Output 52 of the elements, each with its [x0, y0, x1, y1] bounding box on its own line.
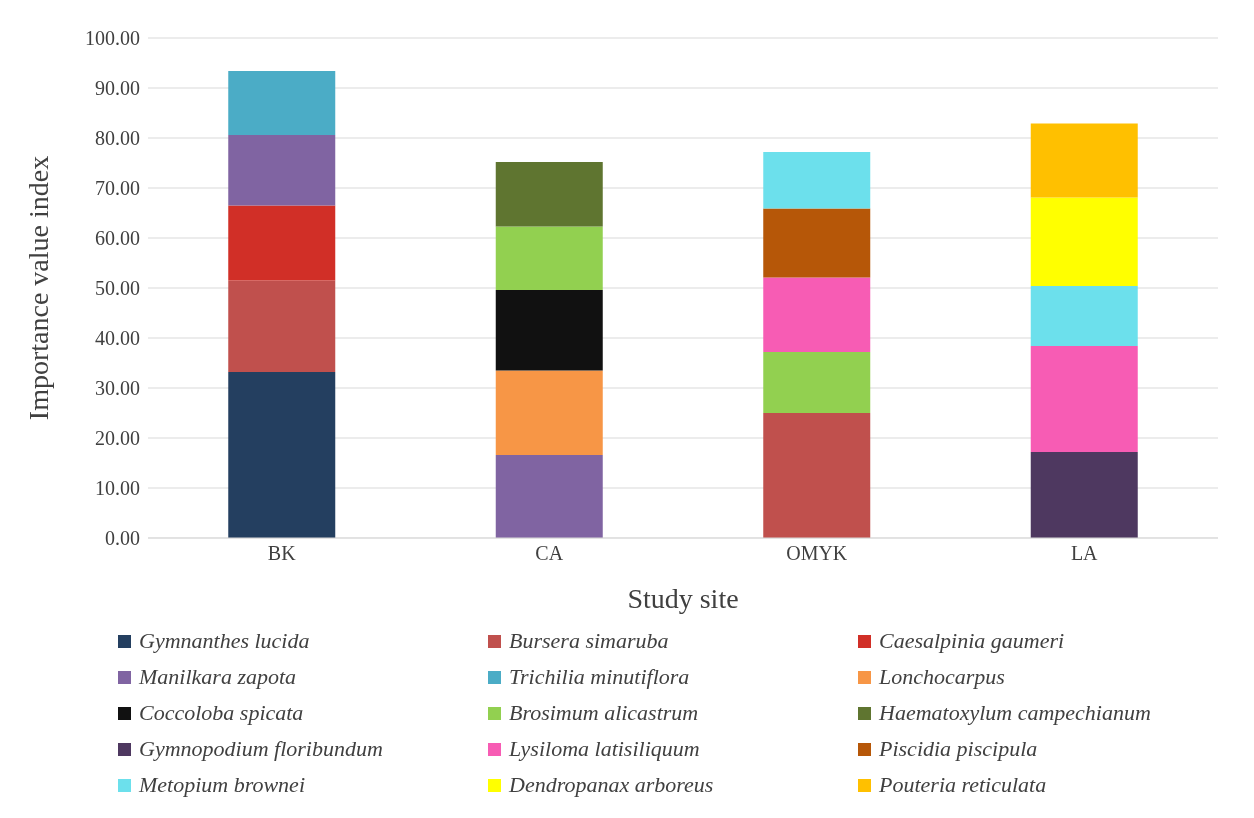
- bar: [228, 205, 336, 281]
- bar: [495, 226, 603, 290]
- y-tick-label: 60.00: [95, 227, 140, 250]
- bar: [495, 455, 603, 538]
- x-tick-label: LA: [1070, 542, 1099, 565]
- bar: [763, 277, 871, 352]
- bar: [763, 208, 871, 278]
- bar: [228, 71, 336, 135]
- y-tick-label: 10.00: [95, 477, 140, 500]
- legend-label: Gymnopodium floribundum: [139, 736, 383, 762]
- bar: [763, 352, 871, 413]
- y-tick-label: 100.00: [85, 27, 140, 50]
- legend-label: Lonchocarpus: [879, 664, 1005, 690]
- legend-label: Coccoloba spicata: [139, 700, 304, 726]
- bar: [1030, 346, 1138, 452]
- bar: [495, 162, 603, 227]
- bar: [1030, 123, 1138, 198]
- bar: [763, 152, 871, 209]
- legend-label: Manilkara zapota: [139, 664, 297, 690]
- legend-label: Haematoxylum campechianum: [879, 700, 1151, 726]
- y-tick-label: 40.00: [95, 327, 140, 350]
- x-tick-label: CA: [535, 542, 564, 565]
- y-tick-label: 70.00: [95, 177, 140, 200]
- bar: [763, 413, 871, 538]
- x-tick-label: BK: [267, 542, 297, 565]
- y-axis-title: Importance value index: [22, 155, 54, 421]
- legend-label: Bursera simaruba: [509, 628, 669, 654]
- legend-label: Metopium brownei: [139, 772, 305, 798]
- bar: [1030, 286, 1138, 346]
- legend-label: Caesalpinia gaumeri: [879, 628, 1065, 654]
- y-tick-label: 0.00: [105, 527, 140, 550]
- x-tick-label: OMYK: [786, 542, 848, 565]
- legend-label: Pouteria reticulata: [879, 772, 1047, 798]
- y-tick-label: 50.00: [95, 277, 140, 300]
- legend-label: Piscidia piscipula: [879, 736, 1038, 762]
- legend-label: Gymnanthes lucida: [139, 628, 310, 654]
- bar: [228, 280, 336, 372]
- y-tick-label: 30.00: [95, 377, 140, 400]
- legend-label: Lysiloma latisiliquum: [509, 736, 700, 762]
- x-axis-title: Study site: [627, 583, 739, 614]
- bar: [495, 290, 603, 371]
- bar: [495, 370, 603, 455]
- bar: [228, 135, 336, 206]
- legend-label: Dendropanax arboreus: [509, 772, 714, 798]
- y-tick-label: 80.00: [95, 127, 140, 150]
- legend-label: Brosimum alicastrum: [509, 700, 699, 726]
- bar: [228, 372, 336, 538]
- y-tick-label: 90.00: [95, 77, 140, 100]
- y-tick-label: 20.00: [95, 427, 140, 450]
- bar: [1030, 197, 1138, 286]
- bar: [1030, 452, 1138, 538]
- legend-label: Trichilia minutiflora: [509, 664, 690, 690]
